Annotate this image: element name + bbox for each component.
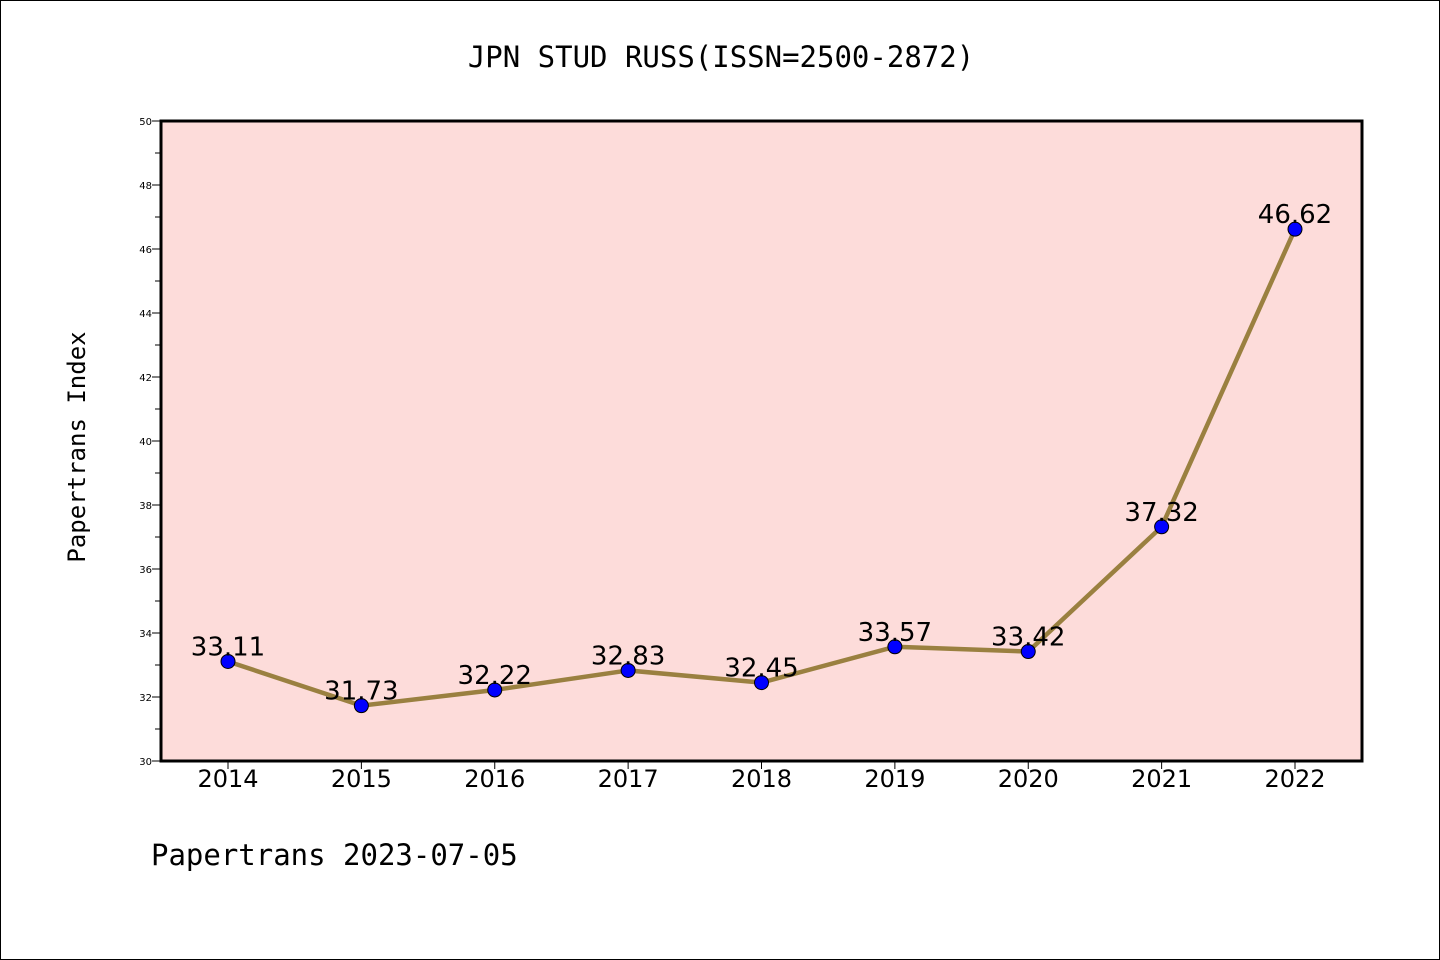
x-tick-label: 2020 xyxy=(998,765,1059,793)
y-axis-label: Papertrans Index xyxy=(63,331,91,562)
axis-ticks: 30 32 34 36 38 40 42 44 46 48 50 2014 2015 2016 2017 20… xyxy=(139,117,1325,793)
data-point xyxy=(754,675,769,691)
y-tick-label: 48 xyxy=(139,181,152,192)
x-tick-label: 2019 xyxy=(864,765,925,793)
y-tick-label: 46 xyxy=(139,245,152,256)
x-tick-label: 2022 xyxy=(1264,765,1325,793)
y-tick-label: 50 xyxy=(139,117,152,128)
x-tick-label: 2018 xyxy=(731,765,792,793)
data-point xyxy=(620,662,636,678)
data-label: 32.83 xyxy=(591,641,665,671)
x-tick-label: 2015 xyxy=(331,765,392,793)
y-tick-label: 38 xyxy=(139,501,152,512)
data-label: 46.62 xyxy=(1258,200,1332,230)
data-point xyxy=(1020,644,1036,660)
y-tick-label: 32 xyxy=(139,693,152,704)
data-point xyxy=(487,682,503,698)
data-point xyxy=(220,653,236,669)
x-tick-label: 2016 xyxy=(464,765,525,793)
data-label: 31.73 xyxy=(324,677,398,707)
y-tick-label: 36 xyxy=(139,565,152,576)
x-tick-label: 2021 xyxy=(1131,765,1192,793)
data-point xyxy=(887,639,903,655)
y-tick-label: 42 xyxy=(139,373,152,384)
y-tick-label: 34 xyxy=(139,629,152,640)
data-marks: 33.11 31.73 32.22 32.83 32.45 33.57 33.42 37.32… xyxy=(191,200,1332,714)
x-tick-label: 2014 xyxy=(197,765,258,793)
data-label: 33.57 xyxy=(858,618,932,648)
data-point xyxy=(1287,221,1303,237)
data-label: 32.22 xyxy=(458,661,532,691)
data-label: 33.11 xyxy=(191,632,265,662)
plot-area xyxy=(161,121,1362,761)
chart-title: JPN STUD RUSS(ISSN=2500-2872) xyxy=(468,40,974,74)
plot-frame xyxy=(159,119,1364,763)
x-tick-label: 2017 xyxy=(598,765,659,793)
data-point xyxy=(1154,519,1170,535)
data-label: 32.45 xyxy=(724,654,798,684)
data-label: 33.42 xyxy=(991,623,1065,653)
y-tick-label: 30 xyxy=(139,757,152,768)
y-tick-label: 44 xyxy=(139,309,152,320)
footer-text: Papertrans 2023-07-05 xyxy=(151,838,518,872)
data-label: 37.32 xyxy=(1124,498,1198,528)
data-point xyxy=(353,698,369,714)
y-tick-label: 40 xyxy=(139,437,152,448)
